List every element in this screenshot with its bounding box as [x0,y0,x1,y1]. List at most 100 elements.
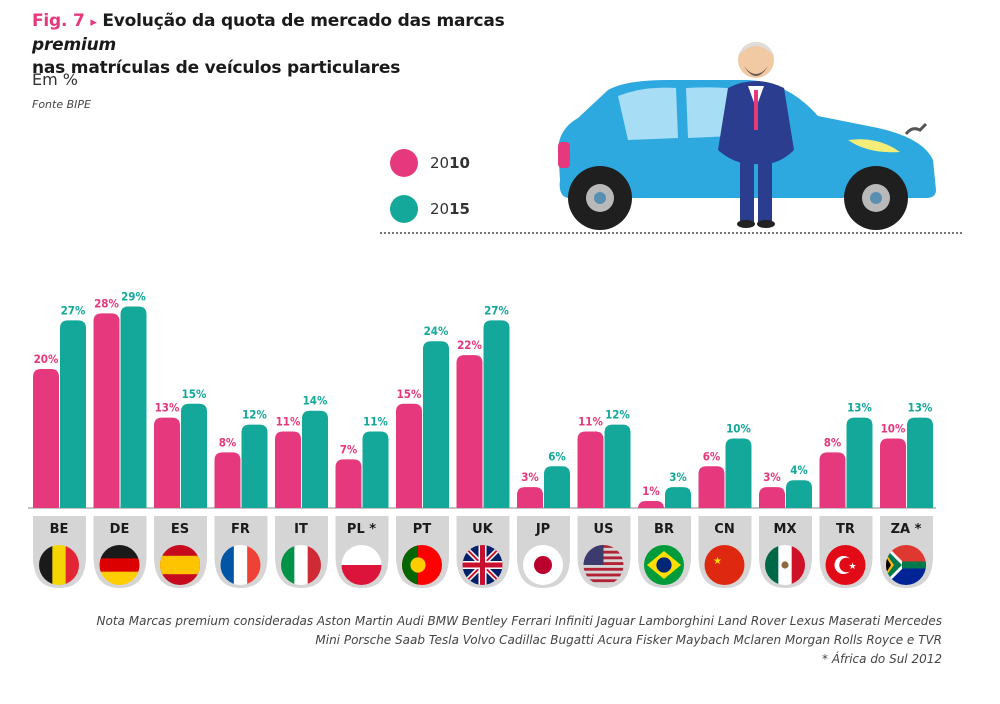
chart-subtitle: Em % [32,70,78,89]
category-label-pl: PL * [347,522,376,537]
bar-pl-2015 [362,431,389,508]
bar-pl-2010 [335,459,362,508]
legend-label-2015-suffix: 15 [449,200,470,218]
data-label-pl-2010: 7% [340,442,358,456]
svg-text:★: ★ [848,562,856,572]
data-label-za-2015: 13% [908,401,933,415]
data-label-mx-2010: 3% [763,470,781,484]
bar-br-2010 [638,501,664,510]
bar-es-2015 [181,403,207,508]
bar-it-2015 [302,410,328,508]
title-text-part2: nas matrículas de veículos particulares [32,58,401,78]
category-label-es: ES [171,522,189,537]
category-label-us: US [594,522,614,537]
bar-es-2010 [154,417,180,508]
data-label-tr-2010: 8% [824,435,842,449]
category-label-uk: UK [472,522,494,537]
legend-swatch-2015 [390,195,418,223]
data-label-fr-2010: 8% [219,435,237,449]
data-label-cn-2015: 10% [726,422,751,436]
title-arrow-icon: ▸ [90,15,97,30]
bar-uk-2010 [456,355,483,508]
bar-cn-2015 [725,438,752,508]
south-africa-flag-icon [886,545,926,585]
data-label-br-2015: 3% [669,470,687,484]
bar-de-2015 [120,306,147,508]
data-label-be-2015: 27% [61,303,86,317]
data-label-us-2015: 12% [605,408,630,422]
category-label-be: BE [50,522,69,537]
data-label-jp-2015: 6% [548,449,566,463]
france-flag-icon [220,545,261,585]
bar-us-2010 [577,431,604,508]
car-illustration [558,42,936,230]
bar-jp-2010 [517,487,543,508]
legend-label-2010-suffix: 10 [449,154,470,172]
notes: Nota Marcas premium consideradas Aston M… [42,612,942,669]
spain-flag-icon [160,545,200,585]
bar-jp-2015 [544,466,570,508]
bar-pt-2010 [396,403,422,508]
category-label-jp: JP [535,522,550,537]
data-label-br-2010: 1% [642,484,660,498]
chart-source: Fonte BIPE [32,98,91,111]
data-label-pt-2010: 15% [397,387,422,401]
data-label-pt-2015: 24% [424,324,449,338]
data-label-mx-2015: 4% [790,463,808,477]
turkey-flag-icon: ★ [825,545,866,585]
japan-flag-icon [523,545,563,585]
belgium-flag-icon [39,545,79,585]
category-label-br: BR [654,522,674,537]
category-label-tr: TR [836,522,855,537]
category-label-de: DE [110,522,130,537]
bar-be-2010 [33,369,59,508]
bar-tr-2015 [846,417,873,508]
category-label-mx: MX [774,522,797,537]
figure-label: Fig. 7 [32,11,85,31]
businessman-icon [718,42,794,228]
bar-mx-2015 [786,480,812,508]
data-label-fr-2015: 12% [242,408,267,422]
note-line-3: * África do Sul 2012 [822,652,942,666]
portugal-flag-icon [402,545,442,585]
mexico-flag-icon [765,545,805,585]
italy-flag-icon [281,545,321,585]
title-text-part1: Evolução da quota de mercado das marcas [102,11,505,31]
bar-cn-2010 [698,466,725,508]
legend-label-2015-prefix: 20 [430,200,450,218]
data-label-jp-2010: 3% [521,470,539,484]
bar-be-2015 [60,320,86,508]
bar-pt-2015 [423,341,449,508]
uk-flag-icon [462,545,503,585]
legend-item-2010: 2010 [390,148,470,178]
data-label-cn-2010: 6% [703,449,721,463]
legend-swatch-2010 [390,149,418,177]
data-label-tr-2015: 13% [847,401,872,415]
category-label-za: ZA * [891,522,922,537]
category-label-fr: FR [231,522,250,537]
bar-za-2015 [907,417,933,508]
data-label-es-2010: 13% [155,401,180,415]
germany-flag-icon [99,545,140,585]
data-label-es-2015: 15% [182,387,207,401]
category-label-pt: PT [413,522,432,537]
note-line-1: Nota Marcas premium consideradas Aston M… [96,614,942,628]
bar-za-2010 [880,438,906,508]
bar-tr-2010 [819,452,846,508]
legend: 2010 2015 [390,148,470,240]
category-label-it: IT [294,522,308,537]
data-label-uk-2010: 22% [457,338,482,352]
bar-de-2010 [93,313,120,508]
data-label-pl-2015: 11% [363,415,388,429]
bar-uk-2015 [483,320,510,508]
legend-item-2015: 2015 [390,194,470,224]
data-label-de-2015: 29% [121,289,146,303]
poland-flag-icon [341,545,382,585]
data-label-be-2010: 20% [34,352,59,366]
note-line-2: Mini Porsche Saab Tesla Volvo Cadillac B… [315,633,942,647]
brazil-flag-icon [644,545,684,585]
bar-fr-2010 [214,452,241,508]
svg-text:★: ★ [713,556,722,567]
bar-fr-2015 [241,424,268,508]
